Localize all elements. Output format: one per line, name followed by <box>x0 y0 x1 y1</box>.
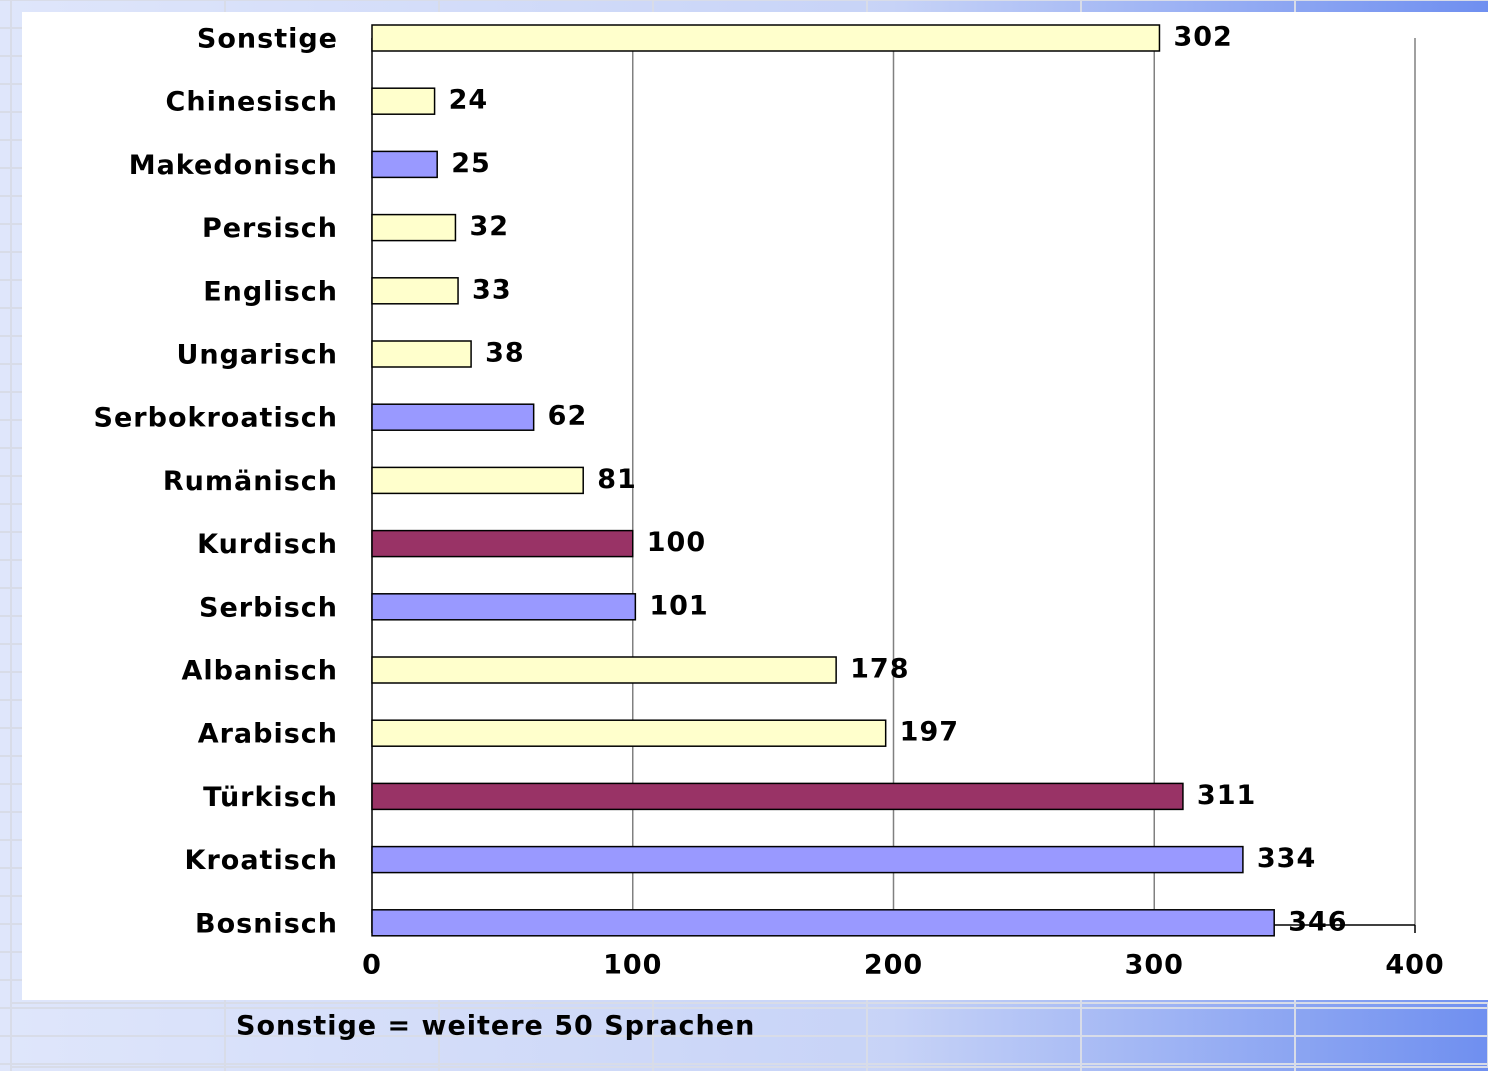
bar <box>371 87 436 115</box>
data-label: 38 <box>485 338 525 369</box>
y-tick-label: Albanisch <box>182 656 338 687</box>
x-tick-label: 300 <box>1125 950 1184 981</box>
y-tick-label: Ungarisch <box>176 340 338 371</box>
bar <box>371 403 535 431</box>
y-tick-label: Serbokroatisch <box>94 403 338 434</box>
y-tick-label: Persisch <box>202 213 338 244</box>
bar <box>371 466 584 495</box>
data-label: 101 <box>649 590 708 621</box>
y-tick-label: Bosnisch <box>195 908 338 939</box>
bar <box>371 150 438 179</box>
y-tick-label: Sonstige <box>197 24 338 55</box>
bar <box>371 656 837 684</box>
y-tick-label: Makedonisch <box>129 150 338 181</box>
data-label: 334 <box>1257 843 1316 874</box>
bar <box>371 782 1184 811</box>
data-label: 197 <box>900 717 959 748</box>
x-tick-label: 100 <box>603 950 662 981</box>
bar <box>371 593 637 621</box>
y-tick-label: Kroatisch <box>185 845 338 876</box>
data-label: 346 <box>1288 906 1347 937</box>
x-tick-label: 0 <box>362 950 382 981</box>
bar <box>371 845 1244 874</box>
bar <box>371 213 457 242</box>
data-label: 178 <box>850 654 909 685</box>
bar <box>371 529 634 558</box>
y-tick-label: Serbisch <box>199 592 338 623</box>
data-label: 25 <box>451 148 491 179</box>
data-label: 24 <box>449 85 489 116</box>
data-label: 311 <box>1197 780 1256 811</box>
data-label: 302 <box>1173 22 1232 53</box>
x-tick-label: 400 <box>1385 950 1444 981</box>
y-tick-label: Arabisch <box>198 719 338 750</box>
y-tick-label: Englisch <box>203 276 338 307</box>
y-tick-label: Chinesisch <box>166 87 338 118</box>
y-tick-label: Kurdisch <box>197 529 338 560</box>
x-tick-label: 200 <box>864 950 923 981</box>
y-tick-label: Rumänisch <box>163 466 338 497</box>
bar <box>371 24 1161 52</box>
data-label: 81 <box>597 464 637 495</box>
plot-background <box>22 12 1488 1000</box>
data-label: 33 <box>472 274 512 305</box>
note-row <box>10 1002 1488 1068</box>
bar <box>371 909 1275 937</box>
note: Sonstige = weitere 50 Sprachen <box>236 1011 755 1042</box>
data-label: 62 <box>548 401 588 432</box>
bar <box>371 340 472 368</box>
data-label: 32 <box>469 211 509 242</box>
data-label: 100 <box>647 527 706 558</box>
y-tick-label: Türkisch <box>203 782 338 813</box>
bar <box>371 277 459 305</box>
bar <box>371 719 887 747</box>
